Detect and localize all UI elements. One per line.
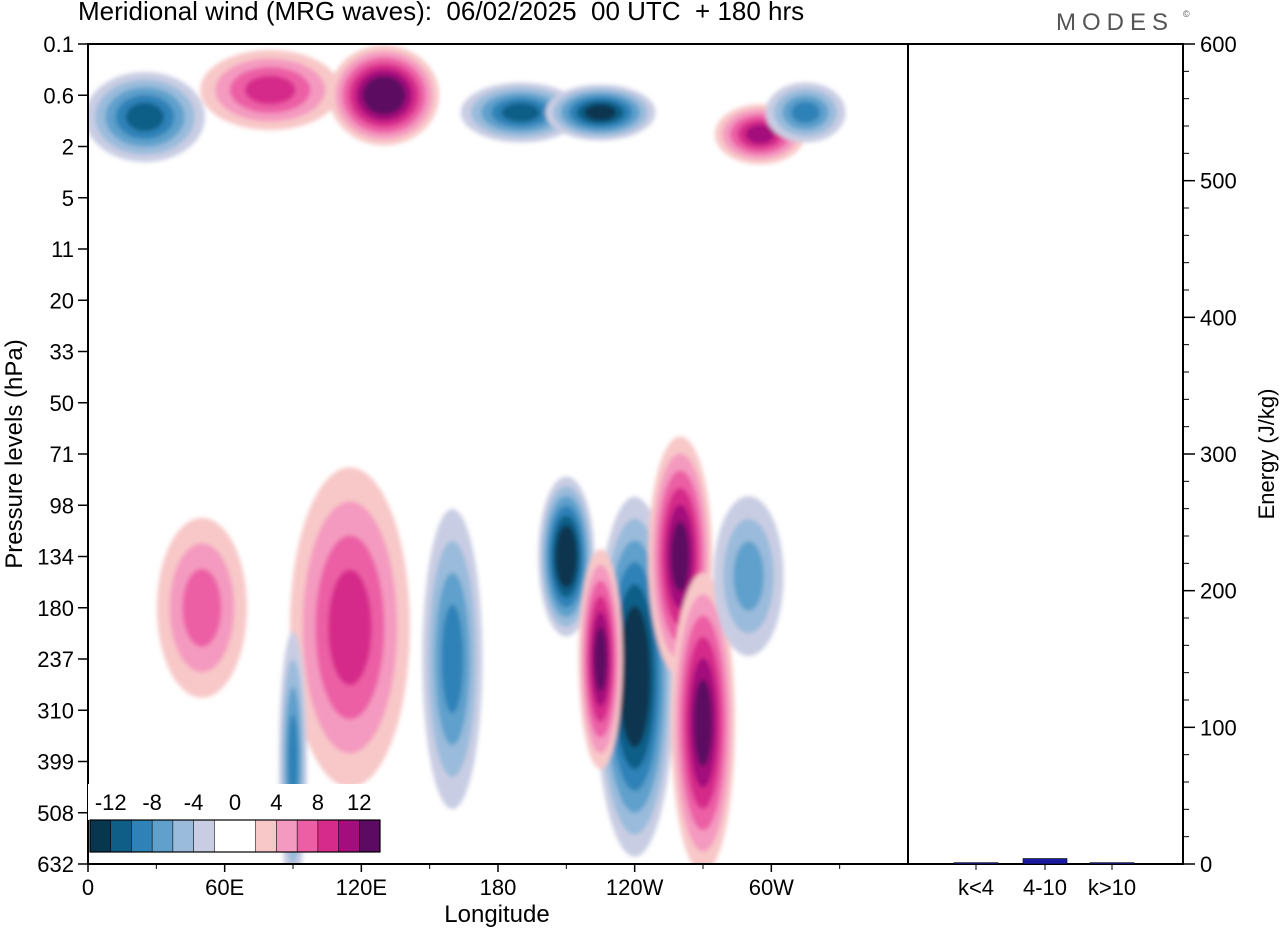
colorbar-swatch xyxy=(110,820,132,852)
pressure-tick-label: 33 xyxy=(50,340,74,365)
pressure-tick-label: 0.1 xyxy=(43,32,74,57)
chart-title: Meridional wind (MRG waves): 06/02/2025 … xyxy=(78,0,805,26)
energy-bar xyxy=(953,862,999,865)
colorbar-swatch xyxy=(297,820,318,852)
contour-level xyxy=(125,102,165,132)
y-axis-label: Pressure levels (hPa) xyxy=(1,339,28,568)
pressure-tick-label: 310 xyxy=(37,698,74,723)
colorbar-swatch xyxy=(152,820,173,852)
colorbar-label: -4 xyxy=(184,790,204,815)
contour-level xyxy=(182,568,222,647)
contour-level xyxy=(594,626,607,692)
longitude-axis: 0 60E 120E 180 120W 60W xyxy=(82,864,841,900)
colorbar-swatch xyxy=(131,820,153,852)
brand-logo-text: MODES xyxy=(1056,9,1175,36)
pressure-tick-label: 399 xyxy=(37,750,74,775)
longitude-tick-label: 120E xyxy=(336,875,387,900)
longitude-tick-label: 0 xyxy=(82,875,94,900)
pressure-tick-label: 11 xyxy=(51,237,74,262)
longitude-tick-label: 60E xyxy=(205,875,244,900)
contour-level xyxy=(693,679,713,767)
energy-category-label: 4-10 xyxy=(1023,875,1067,900)
energy-tick-label: 100 xyxy=(1200,715,1237,740)
colorbar: -12 -8 -4 0 4 8 12 xyxy=(88,784,382,853)
colorbar-swatch xyxy=(276,820,298,852)
pressure-tick-label: 98 xyxy=(50,493,74,518)
contour-level xyxy=(791,101,820,124)
colorbar-swatch xyxy=(255,820,277,852)
contour-blobs xyxy=(88,45,846,864)
pressure-tick-label: 134 xyxy=(37,545,74,570)
pressure-tick-label: 5 xyxy=(62,186,74,211)
x-axis-label: Longitude xyxy=(444,901,549,928)
longitude-tick-label: 120W xyxy=(606,875,664,900)
colorbar-label: 4 xyxy=(270,790,282,815)
brand-copyright-mark: © xyxy=(1183,9,1190,19)
energy-category-label: k<4 xyxy=(958,875,994,900)
colorbar-swatch xyxy=(193,820,215,852)
colorbar-label-backing xyxy=(88,784,382,820)
energy-tick-label: 200 xyxy=(1200,579,1237,604)
pressure-tick-label: 237 xyxy=(37,647,74,672)
pressure-tick-label: 632 xyxy=(37,852,74,877)
longitude-tick-label: 60W xyxy=(749,875,794,900)
pressure-tick-label: 0.6 xyxy=(43,83,74,108)
longitude-tick-label: 180 xyxy=(480,875,517,900)
colorbar-swatch xyxy=(317,820,339,852)
energy-tick-label: 600 xyxy=(1200,32,1237,57)
colorbar-swatch xyxy=(90,820,111,852)
pressure-tick-label: 180 xyxy=(37,596,74,621)
contour-level xyxy=(623,627,646,726)
colorbar-label: 12 xyxy=(347,790,371,815)
colorbar-label: 8 xyxy=(312,790,324,815)
contour-level xyxy=(584,104,617,121)
energy-bar xyxy=(1089,862,1135,865)
contour-level xyxy=(501,102,540,123)
contour-plot-frame xyxy=(87,43,909,865)
contour-level xyxy=(328,569,372,686)
pressure-tick-label: 20 xyxy=(50,288,74,313)
colorbar-label: -8 xyxy=(142,790,162,815)
contour-field xyxy=(88,45,846,864)
energy-category-label: k>10 xyxy=(1088,875,1136,900)
energy-tick-label: 300 xyxy=(1200,442,1237,467)
energy-plot-frame xyxy=(907,43,1184,865)
contour-level xyxy=(558,534,574,579)
colorbar-swatch xyxy=(338,820,360,852)
energy-tick-label: 500 xyxy=(1200,169,1237,194)
colorbar-label: -12 xyxy=(95,790,127,815)
energy-tick-label: 400 xyxy=(1200,305,1237,330)
energy-bar xyxy=(1022,858,1068,865)
contour-level xyxy=(733,541,764,611)
pressure-tick-label: 2 xyxy=(62,135,74,160)
contour-level xyxy=(244,75,296,105)
colorbar-swatch xyxy=(172,820,194,852)
energy-axis: 0 100 200 300 400 500 600 xyxy=(1183,32,1237,877)
colorbar-swatch xyxy=(214,820,256,852)
energy-bar-categories: k<4 4-10 k>10 xyxy=(958,864,1136,900)
pressure-tick-label: 71 xyxy=(50,442,74,467)
colorbar-frame xyxy=(89,819,381,853)
pressure-tick-label: 50 xyxy=(50,391,74,416)
pressure-axis: 0.1 0.6 2 5 11 20 33 50 71 98 134 180 237 310 399 508 63… xyxy=(37,32,88,877)
contour-level xyxy=(441,604,464,714)
colorbar-label: 0 xyxy=(229,790,241,815)
energy-tick-label: 0 xyxy=(1200,852,1212,877)
contour-level xyxy=(369,81,399,109)
energy-axis-label: Energy (J/kg) xyxy=(1254,389,1279,520)
colorbar-swatch xyxy=(359,820,380,852)
pressure-tick-label: 508 xyxy=(37,801,74,826)
contour-level xyxy=(670,521,690,592)
contour-level xyxy=(745,124,775,144)
energy-bars xyxy=(953,858,1135,865)
